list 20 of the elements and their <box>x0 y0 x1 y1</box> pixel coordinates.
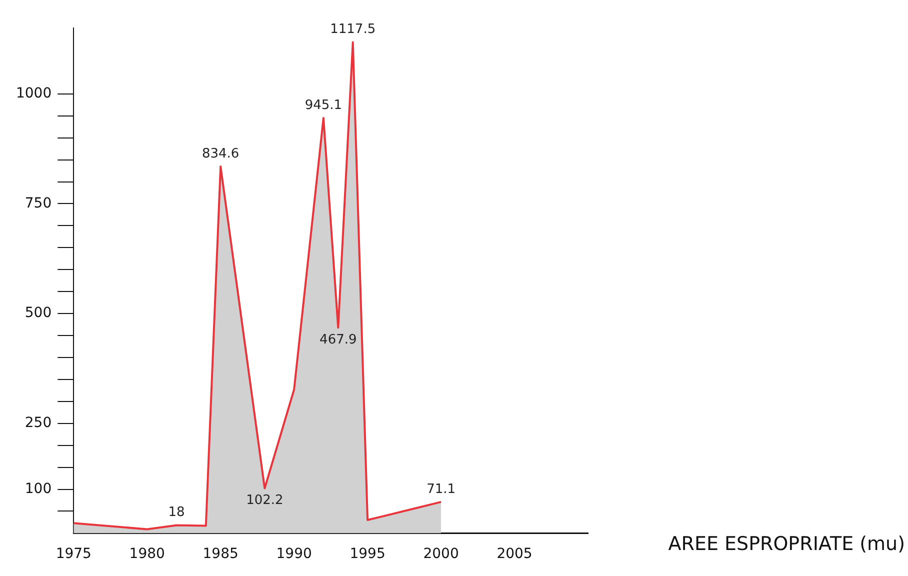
data-label: 945.1 <box>304 98 342 113</box>
x-tick-label: 2000 <box>423 546 459 562</box>
y-tick-label: 100 <box>24 480 52 497</box>
x-tick-label: 1995 <box>350 546 386 562</box>
y-tick-label: 250 <box>24 415 52 432</box>
x-tick-label: 1975 <box>56 546 92 562</box>
data-label: 71.1 <box>426 482 456 497</box>
data-label: 102.2 <box>246 493 284 508</box>
y-tick-label: 750 <box>24 195 52 212</box>
data-label: 18 <box>168 505 185 520</box>
y-tick-label: 500 <box>24 305 52 322</box>
data-label: 467.9 <box>320 332 357 348</box>
x-tick-label: 1980 <box>129 546 165 562</box>
x-axis-title: AREE ESPROPRIATE (mu) <box>668 533 905 556</box>
x-tick-label: 2005 <box>496 546 532 562</box>
x-tick-label: 1985 <box>202 546 238 562</box>
data-label: 1117.5 <box>330 22 376 38</box>
y-tick-label: 1000 <box>16 86 52 102</box>
x-tick-label: 1990 <box>276 546 312 562</box>
data-label: 834.6 <box>202 146 240 162</box>
